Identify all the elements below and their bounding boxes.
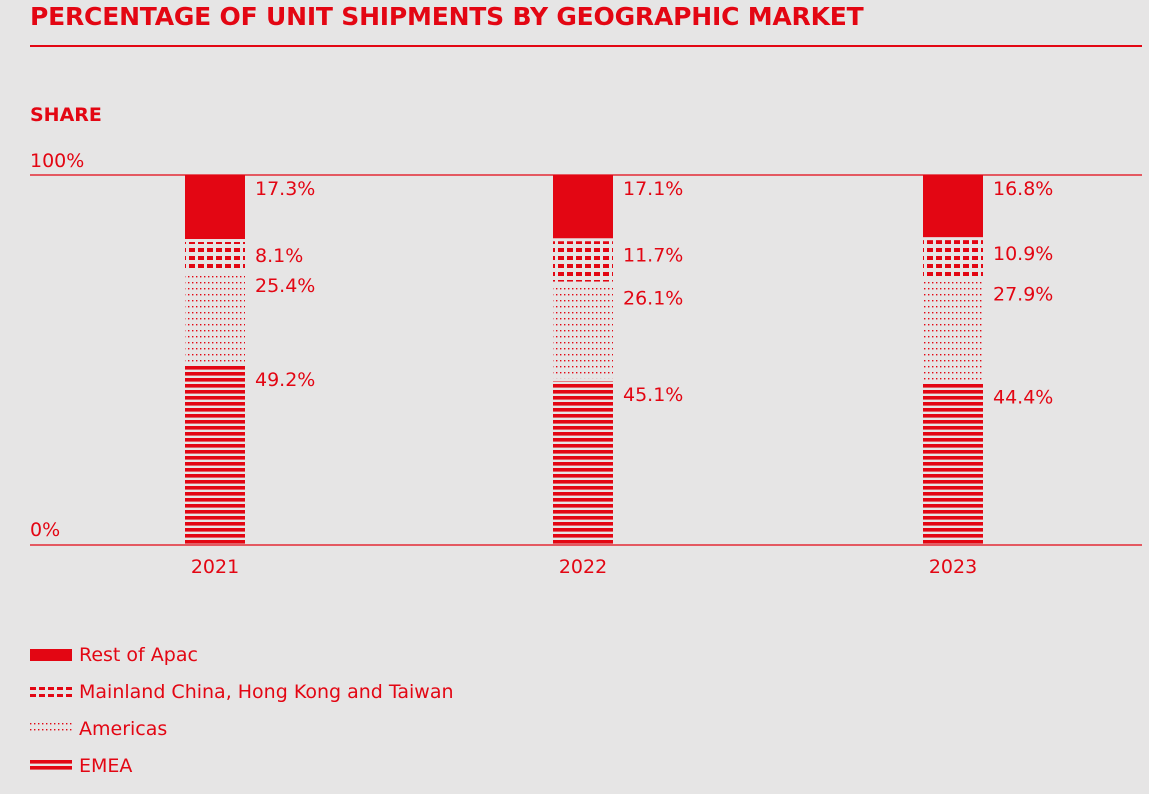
data-label-dashed-2021: 8.1% (255, 245, 303, 267)
legend-label: Rest of Apac (79, 643, 198, 666)
dotted-swatch-icon (30, 722, 72, 735)
data-label-solid-2023: 16.8% (993, 178, 1053, 200)
data-label-striped-2022: 45.1% (623, 384, 683, 406)
legend-label: EMEA (79, 754, 133, 777)
bar-segment-solid-2021 (185, 175, 245, 240)
title-divider (30, 45, 1142, 47)
chart-title: PERCENTAGE OF UNIT SHIPMENTS BY GEOGRAPH… (30, 2, 864, 31)
bar-segment-dashed-2022 (553, 241, 613, 282)
y-tick-label-100: 100% (30, 150, 84, 172)
legend-item-mainland-china: Mainland China, Hong Kong and Taiwan (30, 673, 454, 710)
legend-label: Mainland China, Hong Kong and Taiwan (79, 680, 454, 703)
y-tick-label-0: 0% (30, 519, 60, 541)
bar-segment-dotted-2023 (923, 280, 983, 381)
data-label-dashed-2023: 10.9% (993, 243, 1053, 265)
legend-item-emea: EMEA (30, 747, 454, 784)
bar-segment-striped-2022 (553, 381, 613, 545)
bar-segment-striped-2021 (185, 365, 245, 545)
bar-segment-dotted-2021 (185, 271, 245, 363)
legend-label: Americas (79, 717, 168, 740)
bar-segment-solid-2022 (553, 175, 613, 239)
data-label-dashed-2022: 11.7% (623, 244, 683, 266)
solid-swatch-icon (30, 648, 72, 661)
data-label-striped-2021: 49.2% (255, 369, 315, 391)
x-tick-label-2022: 2022 (559, 556, 607, 578)
bar-segment-dashed-2021 (185, 242, 245, 269)
data-label-striped-2023: 44.4% (993, 387, 1053, 409)
y-axis-caption: SHARE (30, 104, 102, 126)
bar-segment-dotted-2022 (553, 284, 613, 379)
x-tick-label-2023: 2023 (929, 556, 977, 578)
bar-segment-dashed-2023 (923, 240, 983, 278)
bar-segment-solid-2023 (923, 175, 983, 238)
data-label-solid-2021: 17.3% (255, 178, 315, 200)
x-tick-label-2021: 2021 (191, 556, 239, 578)
striped-swatch-icon (30, 759, 72, 772)
data-label-dotted-2022: 26.1% (623, 288, 683, 310)
legend: Rest of Apac Mainland China, Hong Kong a… (30, 636, 454, 784)
data-label-solid-2022: 17.1% (623, 178, 683, 200)
data-label-dotted-2023: 27.9% (993, 283, 1053, 305)
data-label-dotted-2021: 25.4% (255, 275, 315, 297)
legend-item-rest-of-apac: Rest of Apac (30, 636, 454, 673)
dashed-swatch-icon (30, 686, 72, 697)
legend-item-americas: Americas (30, 710, 454, 747)
bar-segment-striped-2023 (923, 383, 983, 545)
